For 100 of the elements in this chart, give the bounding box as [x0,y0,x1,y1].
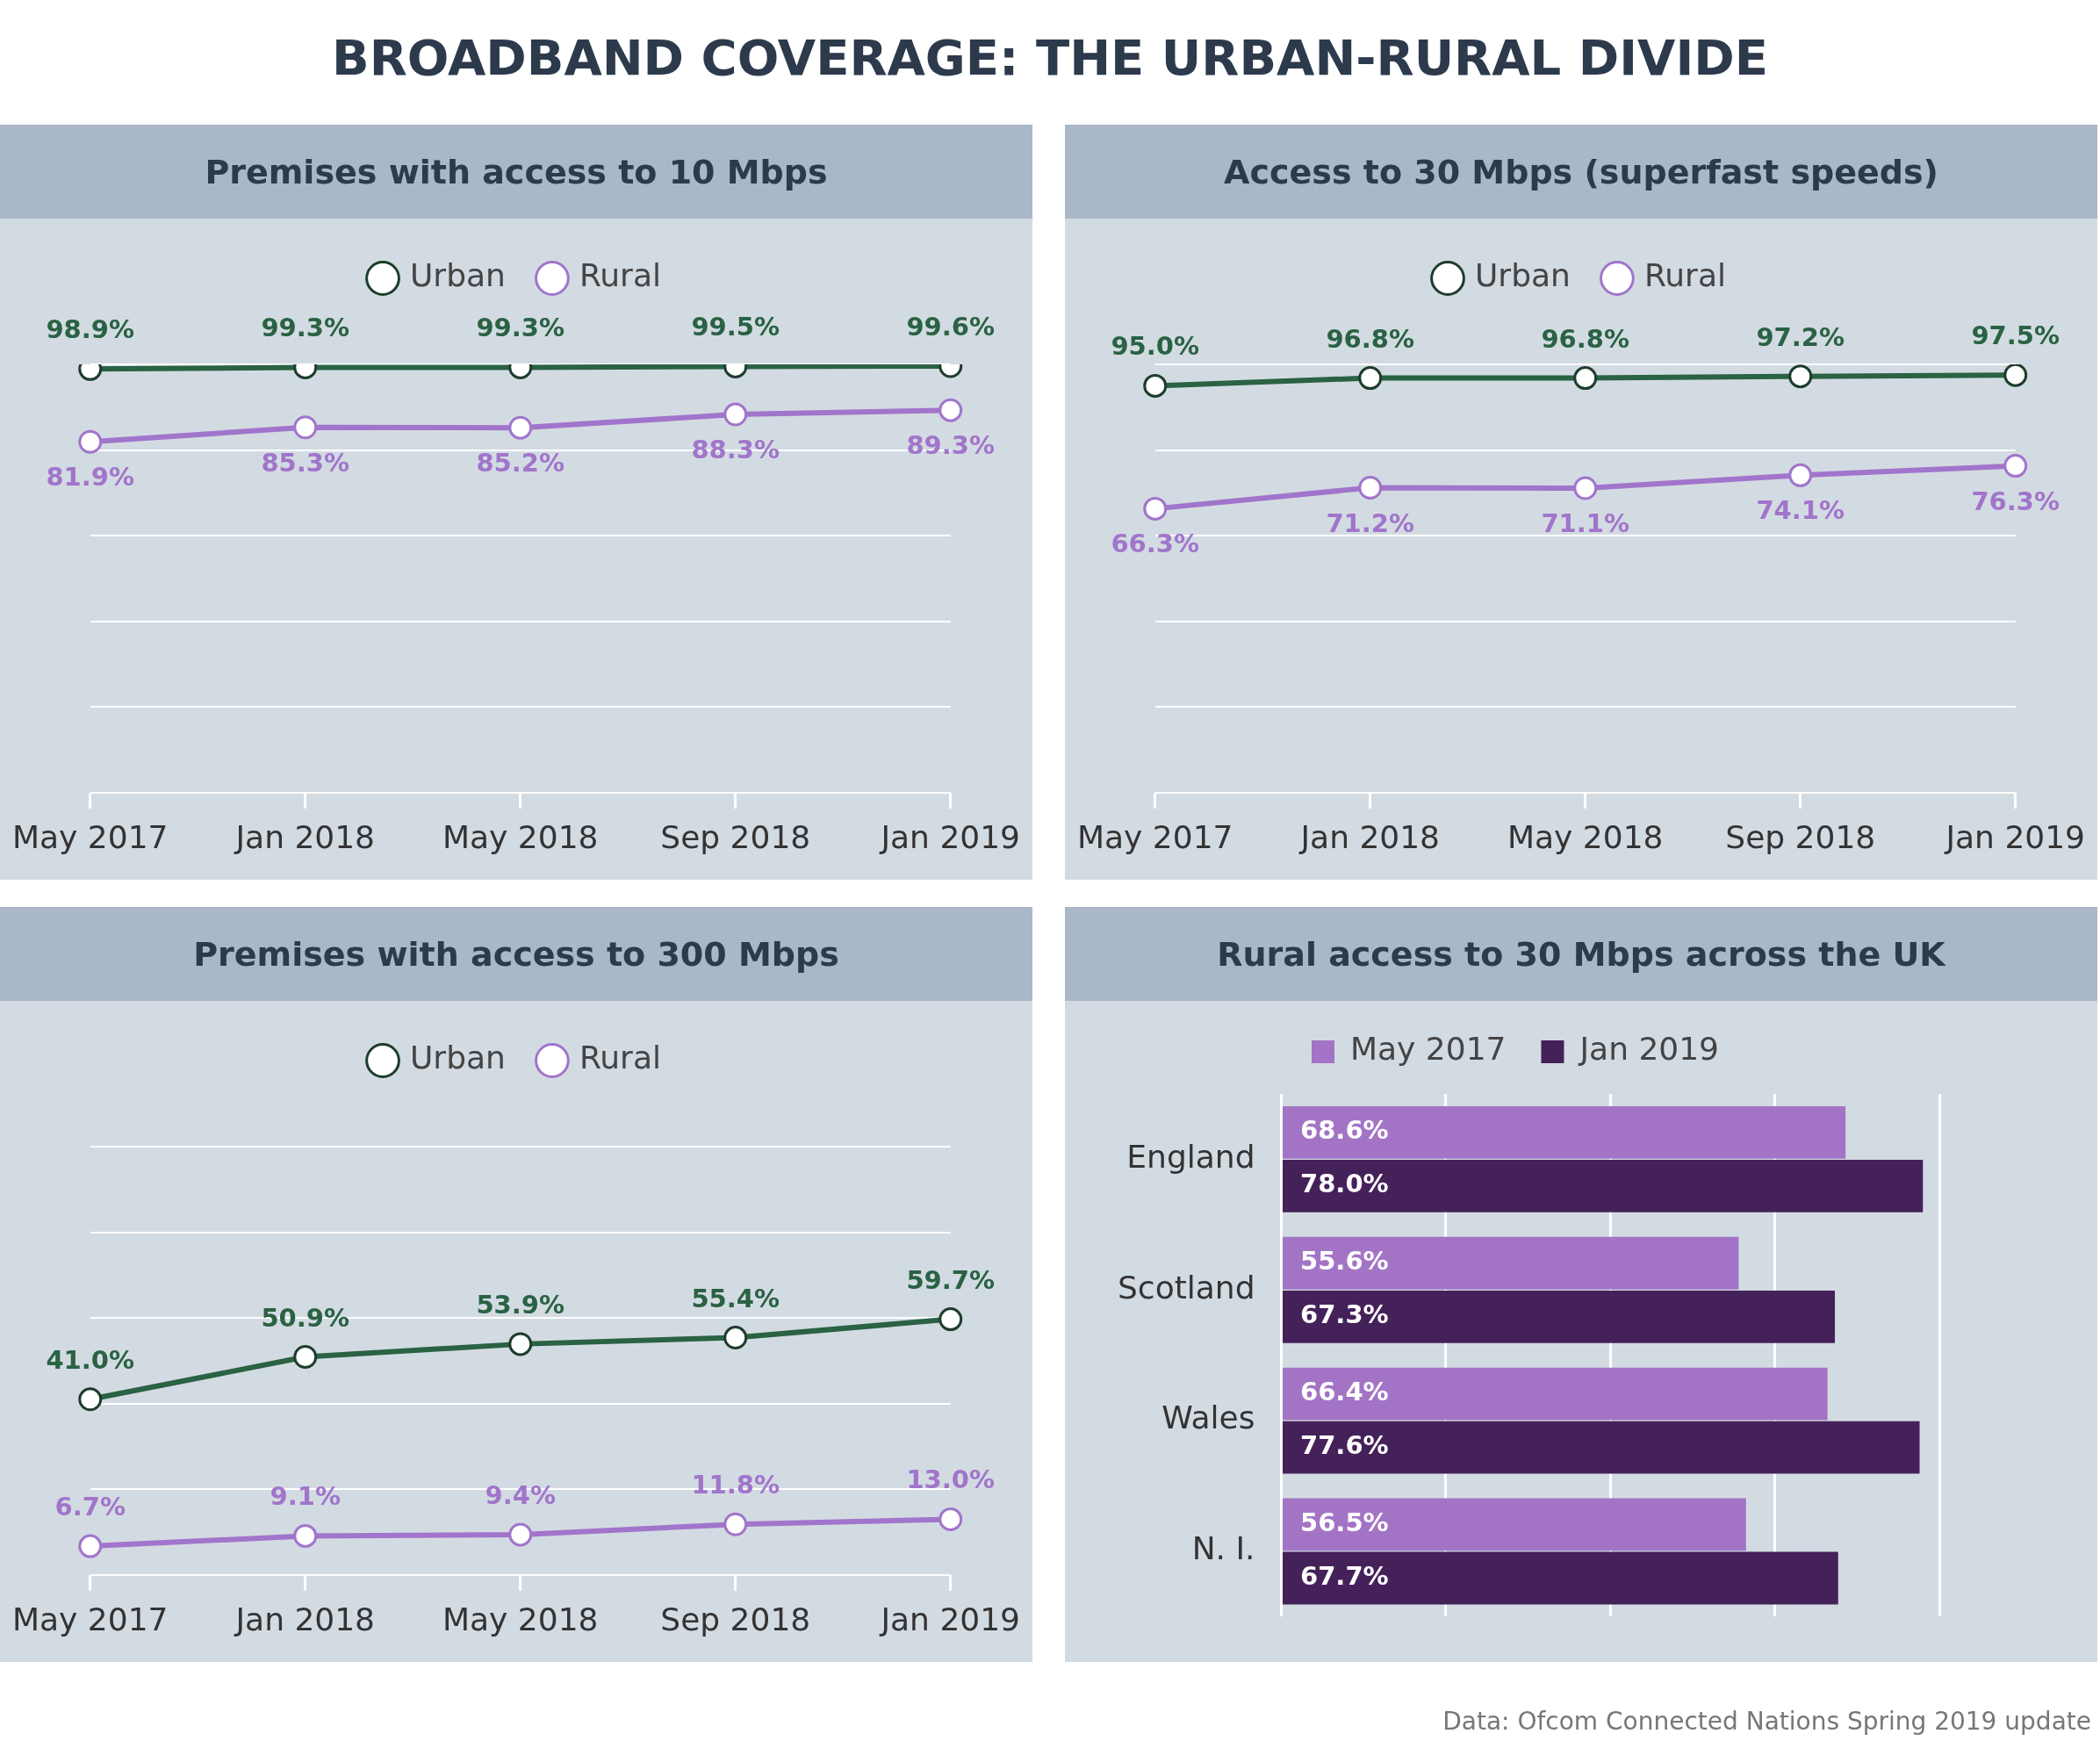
data-label: 50.9% [261,1302,350,1333]
legend-label: Rural [579,257,661,294]
bar [1283,1160,1924,1212]
chart-title: Access to 30 Mbps (superfast speeds) [1065,125,2097,219]
point [1573,366,1598,391]
point [939,1507,963,1531]
x-tick-label: Jan 2018 [234,1601,376,1637]
bar [1283,1236,1739,1290]
x-tick-label: Jan 2019 [879,818,1020,855]
x-tick-label: Sep 2018 [1725,818,1876,855]
x-tick-label: Sep 2018 [660,1601,811,1637]
data-label: 11.8% [691,1470,780,1500]
bar [1283,1290,1836,1343]
y-tick-label: England [1126,1138,1255,1175]
data-label: 6.7% [54,1492,126,1522]
x-tick-label: May 2018 [442,818,599,855]
x-tick-label: May 2017 [1076,818,1233,855]
data-label: 55.4% [691,1283,780,1313]
point [293,1345,318,1370]
bar [1283,1421,1920,1474]
data-label: 99.3% [476,313,565,343]
point [78,1534,103,1558]
data-label: 99.3% [261,313,350,343]
data-label: 71.1% [1541,508,1630,539]
x-tick-label: Sep 2018 [660,818,811,855]
data-label: 55.6% [1300,1246,1389,1277]
data-label: 9.1% [270,1481,341,1512]
bar [1283,1367,1828,1421]
point [293,415,318,440]
bar [1283,1498,1746,1551]
legend-label: Urban [410,1040,506,1076]
point [723,1512,748,1536]
data-label: 96.8% [1541,323,1630,354]
data-label: 67.7% [1300,1561,1389,1592]
data-label: 66.4% [1300,1377,1389,1407]
data-label: 67.3% [1300,1299,1389,1330]
legend-label: Rural [579,1040,661,1076]
chart-title: Premises with access to 10 Mbps [0,125,1032,219]
data-label: 78.0% [1300,1169,1389,1199]
legend-label: Rural [1643,257,1726,294]
data-label: 66.3% [1111,529,1200,559]
data-label: 77.6% [1300,1430,1389,1461]
point [78,1387,103,1412]
data-label: 97.2% [1756,321,1845,352]
data-label: 99.6% [906,311,996,342]
data-label: 98.9% [46,314,135,345]
data-label: 96.8% [1326,323,1415,354]
point [508,1332,533,1356]
x-tick-label: May 2018 [442,1601,599,1637]
point [293,1523,318,1548]
bar [1283,1106,1846,1159]
x-tick-label: May 2017 [11,1601,169,1637]
y-tick-label: N. I. [1191,1530,1255,1567]
data-label: 41.0% [46,1344,135,1375]
data-label: 53.9% [476,1289,565,1320]
text: BROADBAND COVERAGE: THE URBAN-RURAL DIVIDE [332,28,1768,86]
point [939,398,963,422]
data-label: 97.5% [1971,320,2060,351]
x-tick-label: Jan 2018 [1298,818,1441,855]
point [2003,364,2028,387]
x-tick-label: Jan 2018 [234,818,376,855]
data-label: 13.0% [906,1464,996,1495]
point [723,1326,748,1350]
point [1143,373,1168,398]
legend-label: Urban [1475,257,1571,294]
data-label: 95.0% [1111,331,1200,362]
data-label: 89.3% [906,430,996,461]
data-label: 59.7% [906,1264,996,1295]
x-tick-label: Jan 2019 [879,1601,1020,1637]
y-tick-label: Scotland [1118,1269,1255,1306]
bar [1283,1551,1838,1605]
data-label: 99.5% [691,312,780,342]
point [1573,476,1598,500]
point [1788,463,1813,487]
data-label: 56.5% [1300,1507,1389,1537]
legend-label: May 2017 [1349,1031,1507,1068]
x-tick-label: May 2018 [1507,818,1664,855]
point [508,415,533,440]
legend-label: Urban [410,257,506,294]
point [1358,366,1383,391]
point [2003,454,2028,478]
legend-label: Jan 2019 [1578,1031,1720,1068]
point [1788,364,1813,389]
point [1358,475,1383,500]
data-label: 74.1% [1756,495,1845,526]
chart-title: Rural access to 30 Mbps across the UK [1065,907,2097,1001]
x-tick-label: May 2017 [11,818,169,855]
data-label: 88.3% [691,435,780,465]
data-label: 71.2% [1326,507,1415,538]
point [939,1307,963,1332]
point [508,1522,533,1547]
y-tick-label: Wales [1161,1399,1255,1436]
data-label: 76.3% [1971,486,2060,516]
data-label: 9.4% [485,1479,556,1510]
point [1143,496,1168,521]
data-label: 68.6% [1300,1115,1389,1146]
text: Data: Ofcom Connected Nations Spring 2019 update [1442,1707,2091,1736]
data-label: 85.3% [261,447,350,478]
point [723,402,748,427]
point [78,429,103,454]
